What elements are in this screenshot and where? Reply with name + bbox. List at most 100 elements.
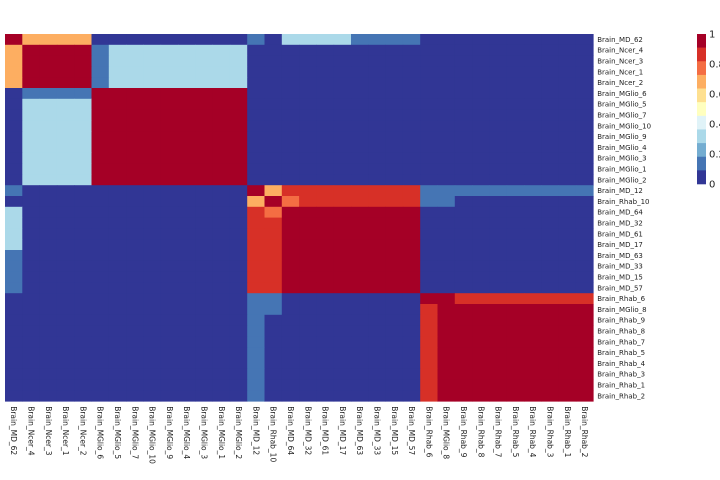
heatmap-cell (160, 120, 179, 132)
heatmap-cell (126, 34, 144, 46)
heatmap-cell (437, 152, 456, 164)
legend-swatch (697, 102, 706, 117)
heatmap-cell (74, 120, 92, 132)
heatmap-cell (489, 196, 508, 208)
heatmap-cell (108, 379, 127, 391)
heatmap-cell (195, 66, 213, 78)
heatmap-cell (108, 239, 127, 251)
heatmap-cell (5, 142, 23, 154)
row-label: Brain_MD_33 (597, 263, 643, 271)
heatmap-cell (506, 239, 525, 251)
heatmap-cell (558, 358, 577, 370)
heatmap-cell (264, 120, 283, 132)
heatmap-cell (108, 282, 127, 294)
heatmap-cell (39, 206, 58, 218)
heatmap-cell (437, 66, 456, 78)
heatmap-cell (454, 314, 473, 326)
heatmap-cell (56, 250, 75, 262)
heatmap-cell (351, 314, 369, 326)
heatmap-cell (22, 66, 40, 78)
heatmap-cell (368, 34, 386, 46)
heatmap-cell (402, 98, 421, 110)
heatmap-cell (558, 196, 577, 208)
column-label: Brain_Rhab_9 (459, 406, 468, 457)
heatmap-cell (575, 142, 594, 154)
heatmap-cell (143, 228, 162, 240)
heatmap-cell (558, 142, 577, 154)
heatmap-cell (126, 260, 144, 272)
heatmap-cell (5, 325, 23, 337)
heatmap-cell (524, 325, 542, 337)
row-label: Brain_MGlio_2 (597, 176, 646, 184)
heatmap-cell (22, 282, 40, 294)
heatmap-cell (281, 336, 300, 348)
legend-swatch (697, 61, 706, 76)
heatmap-cell (558, 379, 577, 391)
heatmap-cell (489, 88, 508, 100)
heatmap-cell (108, 368, 127, 380)
heatmap-cell (108, 120, 127, 132)
heatmap-cell (541, 293, 559, 305)
heatmap-cell (126, 390, 144, 402)
heatmap-cell (212, 34, 231, 46)
heatmap-cell (489, 185, 508, 197)
heatmap-cell (299, 314, 317, 326)
heatmap-cell (437, 217, 456, 229)
heatmap-cell (91, 228, 110, 240)
heatmap-cell (264, 250, 283, 262)
heatmap-cell (437, 185, 456, 197)
row-label: Brain_MD_32 (597, 220, 643, 228)
heatmap-cell (506, 34, 525, 46)
heatmap-cell (247, 206, 265, 218)
heatmap-cell (316, 325, 335, 337)
heatmap-cell (91, 282, 110, 294)
heatmap-cell (247, 228, 265, 240)
heatmap-cell (299, 88, 317, 100)
heatmap-cell (489, 368, 508, 380)
heatmap-cell (454, 174, 473, 186)
heatmap-cell (195, 368, 213, 380)
heatmap-cell (264, 228, 283, 240)
heatmap-cell (575, 152, 594, 164)
heatmap-cell (143, 174, 162, 186)
heatmap-cell (575, 217, 594, 229)
heatmap-cell (108, 185, 127, 197)
heatmap-cell (489, 44, 508, 56)
heatmap-cell (575, 88, 594, 100)
heatmap-cell (368, 55, 386, 67)
heatmap-cell (489, 131, 508, 143)
heatmap-cell (541, 88, 559, 100)
heatmap-cell (524, 55, 542, 67)
heatmap-cell (108, 390, 127, 402)
heatmap-cell (247, 314, 265, 326)
heatmap-cell (299, 66, 317, 78)
heatmap-cell (541, 347, 559, 359)
heatmap-cell (299, 185, 317, 197)
heatmap-cell (299, 347, 317, 359)
heatmap-cell (264, 379, 283, 391)
heatmap-cell (74, 185, 92, 197)
heatmap-cell (368, 358, 386, 370)
heatmap-cell (333, 152, 352, 164)
heatmap-cell (126, 347, 144, 359)
heatmap-cell (39, 66, 58, 78)
heatmap-cell (74, 88, 92, 100)
heatmap-cell (454, 163, 473, 175)
heatmap-cell (74, 368, 92, 380)
row-label: Brain_MGlio_6 (597, 90, 647, 98)
heatmap-cell (558, 34, 577, 46)
heatmap-cell (420, 206, 438, 218)
heatmap-cell (506, 77, 525, 89)
heatmap-cell (454, 282, 473, 294)
legend-tick-label: 0.2 (709, 150, 720, 161)
heatmap-cell (454, 66, 473, 78)
heatmap-cell (558, 250, 577, 262)
heatmap-cell (437, 304, 456, 316)
heatmap-cell (506, 293, 525, 305)
heatmap-cell (437, 347, 456, 359)
heatmap-cell (22, 293, 40, 305)
heatmap-cell (489, 293, 508, 305)
heatmap-cell (22, 88, 40, 100)
heatmap-cell (454, 239, 473, 251)
heatmap-cell (56, 271, 75, 283)
